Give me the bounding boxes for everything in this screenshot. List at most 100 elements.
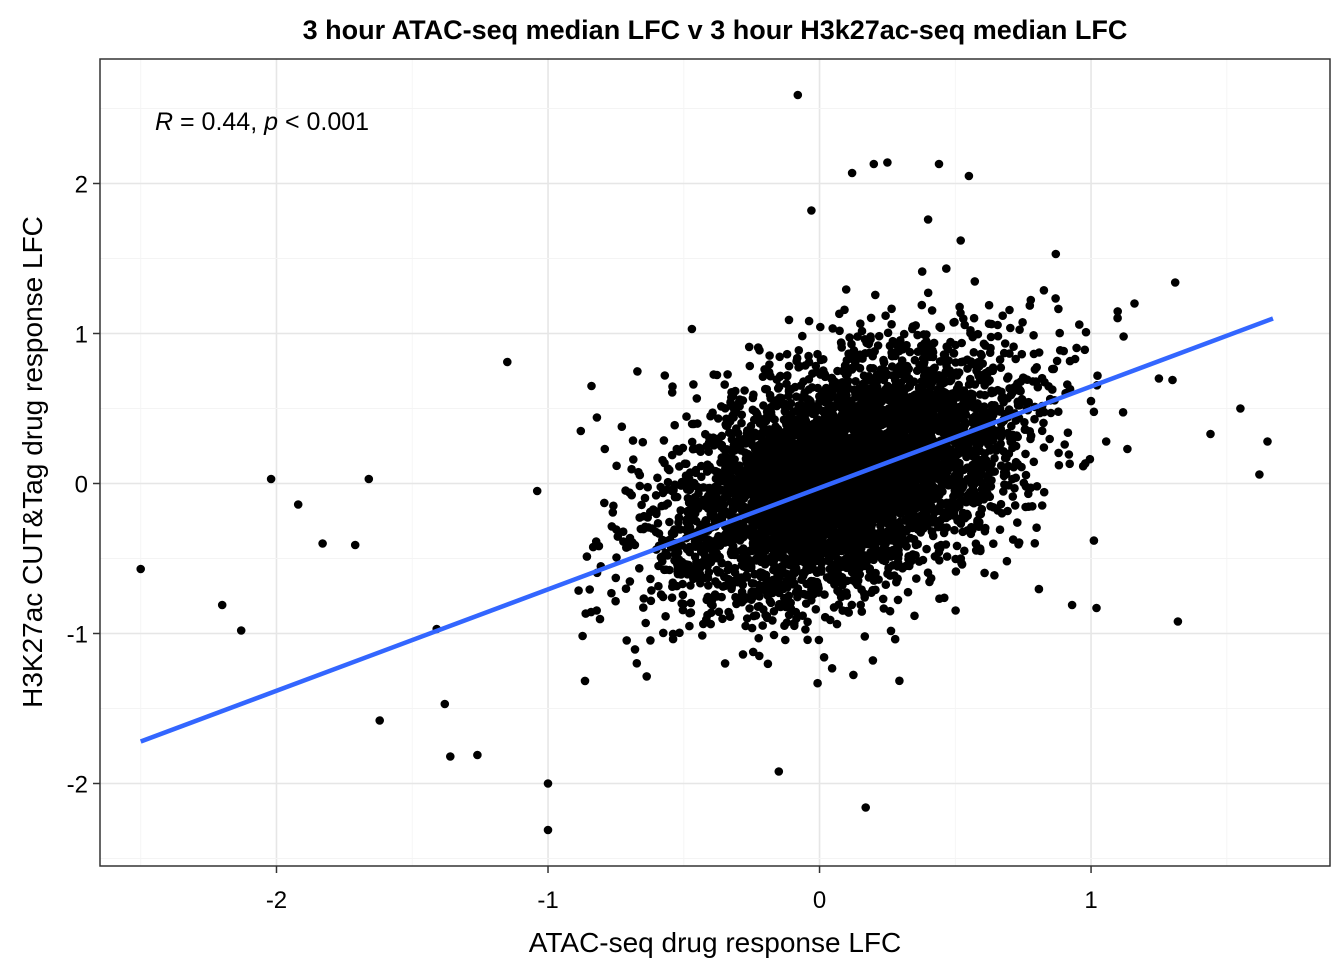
data-point (674, 518, 683, 527)
data-point (931, 395, 940, 405)
data-point (754, 580, 764, 590)
data-point (668, 629, 678, 639)
data-point (673, 548, 683, 557)
data-point (913, 330, 922, 340)
data-point (708, 408, 717, 418)
data-point (898, 345, 907, 354)
data-point (818, 540, 827, 549)
data-point (820, 612, 830, 622)
data-point (853, 500, 863, 510)
data-point (857, 607, 867, 616)
data-point (1032, 523, 1041, 532)
data-point (950, 525, 959, 535)
data-point (888, 504, 898, 514)
data-point (761, 384, 770, 394)
data-point (954, 449, 964, 458)
data-point (959, 403, 969, 412)
data-point (1039, 418, 1048, 428)
data-point (842, 384, 852, 393)
data-point (633, 367, 642, 376)
data-point (881, 580, 891, 589)
data-point (879, 604, 889, 613)
data-point (871, 500, 880, 509)
data-point (828, 568, 837, 578)
data-point (940, 350, 950, 360)
data-point (1123, 444, 1132, 454)
data-point (702, 615, 711, 624)
data-point (796, 381, 806, 390)
data-point (804, 316, 814, 326)
data-point (990, 467, 999, 476)
data-point (637, 500, 646, 510)
data-point (1000, 339, 1010, 348)
data-point (887, 519, 897, 528)
data-point (853, 332, 862, 341)
data-point (901, 536, 910, 546)
data-point (743, 460, 753, 469)
data-point (959, 409, 969, 418)
data-point (917, 377, 926, 386)
data-point (750, 465, 759, 475)
data-point (759, 605, 768, 614)
data-point (876, 521, 885, 530)
data-point (959, 465, 969, 475)
data-point (916, 486, 926, 495)
data-point (717, 402, 726, 411)
data-point (1054, 448, 1063, 458)
data-point (855, 350, 865, 360)
data-point (908, 428, 917, 438)
data-point (661, 612, 670, 621)
data-point (781, 528, 790, 538)
data-point (1093, 371, 1102, 381)
data-point (639, 603, 648, 612)
data-point (993, 331, 1003, 341)
data-point (625, 577, 635, 586)
data-point (1011, 354, 1020, 364)
data-point (782, 445, 791, 454)
data-point (879, 375, 889, 385)
data-point (677, 599, 686, 608)
data-point (980, 568, 989, 578)
data-point (879, 355, 888, 365)
data-point (713, 534, 722, 543)
data-point (648, 505, 658, 514)
data-point (651, 491, 661, 500)
data-point (779, 415, 789, 425)
data-point (635, 513, 644, 522)
data-point (667, 450, 677, 460)
data-point (727, 546, 737, 555)
data-point (887, 348, 896, 358)
data-point (870, 403, 879, 413)
data-point (860, 593, 869, 602)
data-point (816, 322, 825, 332)
data-point (734, 463, 743, 473)
data-point (607, 522, 617, 531)
data-point (874, 537, 884, 546)
data-point (646, 636, 655, 645)
data-point (903, 587, 913, 597)
data-point (927, 527, 937, 536)
data-point (730, 563, 740, 573)
data-point (824, 439, 833, 449)
data-point (765, 390, 775, 400)
data-point (784, 315, 794, 325)
data-point (845, 527, 855, 537)
data-point (976, 349, 986, 359)
data-point (812, 556, 822, 566)
data-point (756, 450, 765, 460)
data-point (942, 523, 951, 532)
data-point (807, 383, 817, 392)
data-point (826, 447, 836, 456)
data-point (893, 574, 902, 583)
data-point (1024, 502, 1033, 512)
data-point (689, 380, 698, 389)
data-point (799, 589, 809, 599)
data-point (720, 507, 730, 516)
data-point (868, 585, 877, 595)
data-point (702, 536, 712, 545)
data-point (868, 482, 877, 491)
data-point (929, 368, 938, 377)
data-point (1037, 426, 1047, 436)
data-point (612, 461, 621, 471)
data-point (969, 348, 979, 357)
